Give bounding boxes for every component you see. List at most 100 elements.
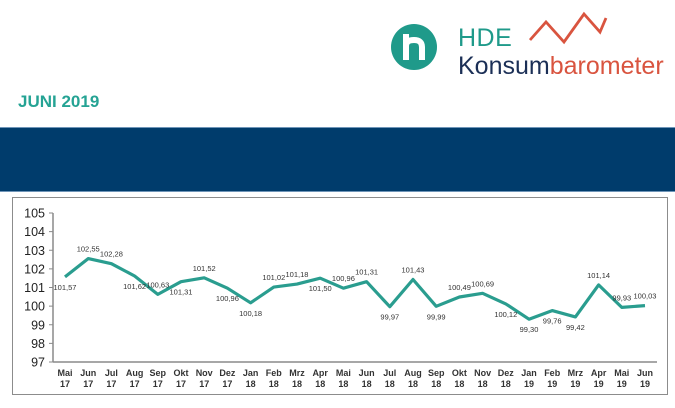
y-tick-label: 101 (24, 281, 45, 295)
data-label: 100,96 (332, 274, 355, 283)
x-tick-year: 17 (222, 379, 232, 389)
data-label: 101,18 (286, 270, 309, 279)
x-tick-year: 18 (315, 379, 325, 389)
x-tick-month: Sep (428, 368, 445, 378)
x-tick-year: 17 (130, 379, 140, 389)
x-tick-month: Aug (126, 368, 144, 378)
data-label: 100,12 (494, 310, 517, 319)
x-tick-year: 18 (431, 379, 441, 389)
x-tick-month: Feb (266, 368, 283, 378)
x-tick-month: Jun (359, 368, 375, 378)
data-label: 101,43 (402, 265, 425, 274)
x-tick-month: Jan (243, 368, 259, 378)
x-tick-year: 17 (153, 379, 163, 389)
x-tick-month: Apr (591, 368, 607, 378)
x-tick-month: Mrz (568, 368, 584, 378)
x-tick-year: 19 (617, 379, 627, 389)
x-tick-month: Nov (474, 368, 491, 378)
x-tick-year: 19 (547, 379, 557, 389)
x-tick-month: Okt (452, 368, 467, 378)
data-label: 100,18 (239, 309, 262, 318)
data-label: 101,31 (170, 288, 193, 297)
x-tick-month: Mai (336, 368, 351, 378)
data-label: 99,30 (520, 325, 539, 334)
logo-text-konsumbarometer: Konsumbarometer (458, 52, 664, 81)
hde-konsumbarometer-logo: HDE Konsumbarometer (388, 10, 668, 80)
x-tick-year: 19 (570, 379, 580, 389)
data-label: 101,52 (193, 264, 216, 273)
data-label: 100,69 (471, 279, 494, 288)
x-tick-month: Jul (105, 368, 118, 378)
logo-text-konsum: Konsum (458, 52, 550, 80)
y-tick-label: 98 (31, 337, 45, 351)
data-label: 101,62 (123, 282, 146, 291)
x-tick-month: Dez (219, 368, 236, 378)
x-tick-month: Dez (498, 368, 515, 378)
data-label: 100,03 (634, 292, 657, 301)
x-tick-year: 17 (106, 379, 116, 389)
x-tick-year: 19 (524, 379, 534, 389)
y-tick-label: 104 (24, 225, 45, 239)
x-axis: Mai17Jun17Jul17Aug17Sep17Okt17Nov17Dez17… (53, 361, 657, 389)
x-tick-year: 18 (362, 379, 372, 389)
series-line (64, 257, 646, 321)
x-tick-month: Aug (404, 368, 422, 378)
data-label: 100,96 (216, 294, 239, 303)
data-label: 101,50 (309, 284, 332, 293)
y-tick-label: 103 (24, 244, 45, 258)
x-tick-month: Nov (196, 368, 213, 378)
x-tick-year: 18 (478, 379, 488, 389)
data-label: 99,93 (612, 293, 631, 302)
x-tick-year: 18 (269, 379, 279, 389)
logo-text-hde: HDE (458, 24, 513, 52)
y-tick-label: 99 (31, 318, 45, 332)
month-title: JUNI 2019 (18, 92, 100, 111)
x-tick-year: 18 (408, 379, 418, 389)
data-label: 101,02 (262, 273, 285, 282)
x-tick-year: 18 (338, 379, 348, 389)
data-label: 101,57 (54, 283, 77, 292)
data-label: 100,49 (448, 283, 471, 292)
x-tick-month: Feb (544, 368, 561, 378)
x-tick-month: Jun (80, 368, 96, 378)
data-label: 101,14 (587, 271, 610, 280)
trend-zigzag-icon (528, 11, 608, 45)
logo-text-barometer: barometer (549, 52, 664, 80)
data-label: 99,99 (427, 312, 446, 321)
hde-h-circle-icon (391, 24, 437, 70)
x-tick-year: 19 (640, 379, 650, 389)
x-tick-month: Mai (614, 368, 629, 378)
x-tick-year: 19 (594, 379, 604, 389)
x-tick-year: 18 (246, 379, 256, 389)
x-tick-month: Apr (312, 368, 328, 378)
x-tick-month: Sep (150, 368, 167, 378)
data-label: 101,31 (355, 268, 378, 277)
data-label: 99,76 (543, 317, 562, 326)
x-tick-year: 18 (292, 379, 302, 389)
x-tick-year: 18 (501, 379, 511, 389)
data-label: 102,55 (77, 245, 100, 254)
y-tick-label: 97 (31, 356, 45, 370)
y-tick-label: 100 (24, 300, 45, 314)
x-tick-year: 17 (83, 379, 93, 389)
x-tick-year: 17 (60, 379, 70, 389)
x-tick-month: Mai (57, 368, 72, 378)
x-tick-year: 18 (385, 379, 395, 389)
y-tick-label: 102 (24, 262, 45, 276)
x-tick-month: Okt (173, 368, 188, 378)
x-tick-year: 18 (454, 379, 464, 389)
data-label: 99,97 (380, 313, 399, 322)
data-label: 102,28 (100, 250, 123, 259)
x-tick-month: Mrz (289, 368, 305, 378)
header-banner (0, 127, 675, 192)
x-tick-year: 17 (176, 379, 186, 389)
x-tick-year: 17 (199, 379, 209, 389)
x-tick-month: Jun (637, 368, 653, 378)
y-axis: 97 98 99 100 101 102 103 104 105 (24, 207, 54, 370)
x-tick-month: Jan (521, 368, 537, 378)
data-label: 99,42 (566, 323, 585, 332)
data-label: 100,63 (146, 280, 169, 289)
x-tick-month: Jul (383, 368, 396, 378)
